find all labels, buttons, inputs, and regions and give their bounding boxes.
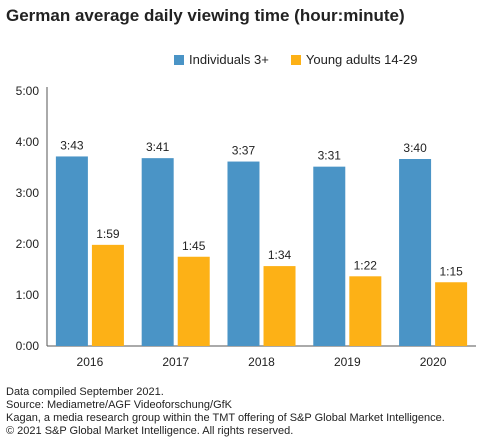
y-tick-label: 3:00 [16,186,40,200]
y-tick-label: 1:00 [16,288,40,302]
data-label: 3:40 [403,141,427,155]
footer-publisher: Kagan, a media research group within the… [6,412,445,424]
x-tick-label: 2019 [334,355,361,369]
chart-title: German average daily viewing time (hour:… [6,6,405,25]
x-tick-label: 2020 [420,355,447,369]
y-tick-label: 0:00 [16,339,40,353]
chart-legend: Individuals 3+ Young adults 14-29 [174,52,439,67]
data-label: 1:59 [96,227,120,241]
footer-source: Source: Mediametre/AGF Videoforschung/Gf… [6,399,233,411]
y-tick-label: 2:00 [16,237,40,251]
data-label: 1:15 [439,264,463,278]
data-label: 3:31 [318,149,342,163]
legend-swatch-individuals [174,54,184,65]
bar-individuals [227,161,260,346]
data-label: 3:41 [146,140,170,154]
data-label: 1:34 [268,248,292,262]
data-label: 1:45 [182,239,206,253]
bar-individuals [313,166,346,346]
y-tick-label: 5:00 [16,84,40,98]
bar-young-adults [91,244,124,346]
footer-date-note: Data compiled September 2021. [6,386,164,398]
bar-individuals [55,156,88,346]
x-tick-label: 2016 [77,355,104,369]
bar-young-adults [349,276,382,346]
data-label: 3:37 [232,144,256,158]
x-tick-label: 2018 [248,355,275,369]
bar-young-adults [177,256,210,346]
x-tick-label: 2017 [162,355,189,369]
chart-footer: Data compiled September 2021. Source: Me… [6,386,445,438]
legend-item-individuals: Individuals 3+ [174,52,269,67]
legend-label-young-adults: Young adults 14-29 [305,52,418,67]
bar-young-adults [435,282,468,346]
legend-label-individuals: Individuals 3+ [189,52,269,67]
y-tick-label: 4:00 [16,135,40,149]
legend-swatch-young-adults [290,54,301,65]
legend-item-young-adults: Young adults 14-29 [290,52,418,67]
bar-individuals [399,159,432,346]
bar-young-adults [263,266,296,346]
bar-individuals [141,158,174,346]
footer-copyright: © 2021 S&P Global Market Intelligence. A… [6,425,294,437]
data-label: 1:22 [354,258,378,272]
data-label: 3:43 [60,138,84,152]
